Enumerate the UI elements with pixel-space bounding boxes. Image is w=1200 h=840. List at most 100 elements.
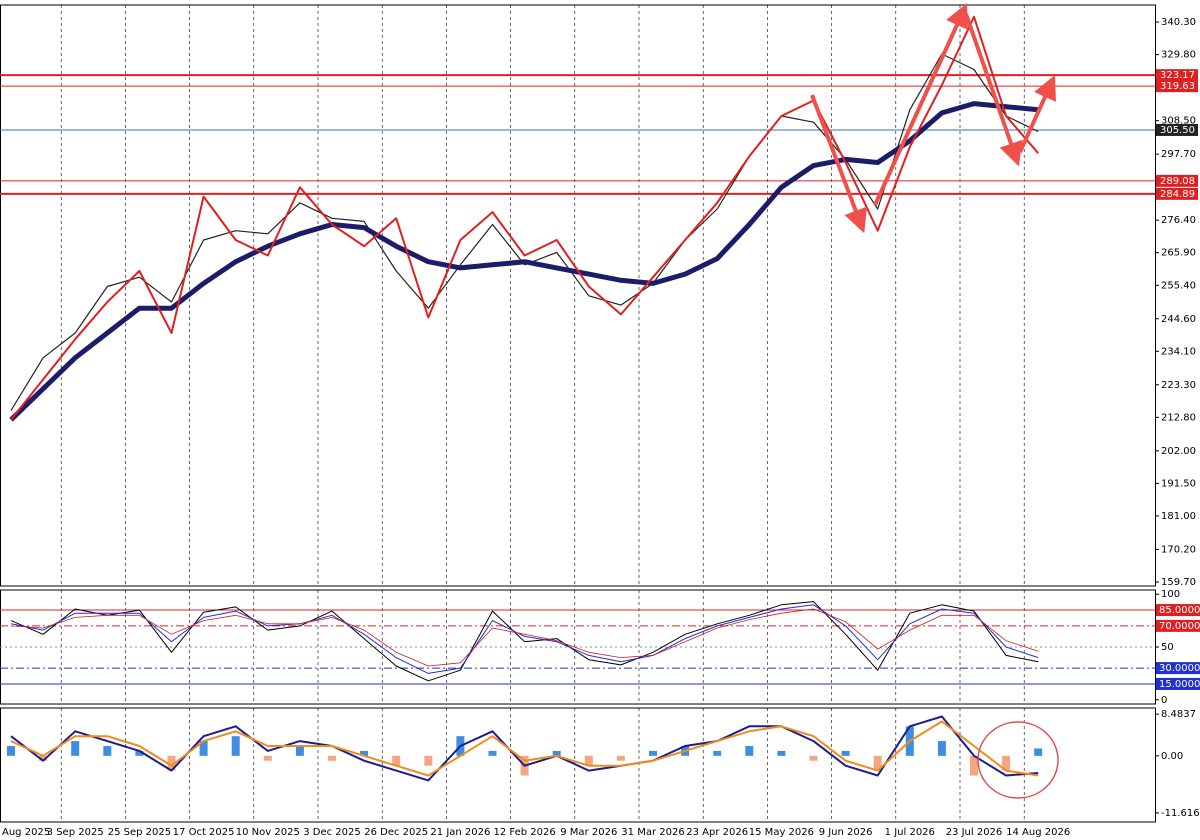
y-tick-label: -11.6164 bbox=[1161, 808, 1200, 819]
annotation-arrow bbox=[964, 13, 1023, 167]
series-line bbox=[10, 53, 1039, 411]
histogram-bar bbox=[584, 755, 593, 766]
series-line bbox=[10, 715, 1039, 782]
series-line bbox=[10, 608, 1039, 667]
level-tag bbox=[1156, 80, 1198, 93]
x-tick-label: 31 Mar 2026 bbox=[621, 827, 684, 838]
panel-frame bbox=[0, 4, 1156, 587]
level-tag bbox=[1156, 662, 1200, 675]
histogram-bar bbox=[873, 755, 882, 771]
y-tick-label: 85.0000 bbox=[1159, 605, 1200, 616]
x-tick-label: 21 Jan 2026 bbox=[430, 827, 490, 838]
x-tick-label: 1 Jul 2026 bbox=[885, 827, 935, 838]
y-tick-label: 8.4837 bbox=[1161, 709, 1196, 720]
price-tag bbox=[1156, 123, 1198, 136]
y-tick-label: 202.00 bbox=[1161, 446, 1196, 457]
histogram-bar bbox=[39, 755, 48, 761]
y-tick-label: 297.70 bbox=[1161, 149, 1196, 160]
histogram-bar bbox=[199, 741, 208, 756]
series-line bbox=[9, 101, 1039, 422]
histogram-bar bbox=[937, 741, 946, 756]
x-tick-label: 14 Aug 2026 bbox=[1006, 827, 1070, 838]
y-tick-label: 159.70 bbox=[1161, 577, 1196, 588]
y-tick-label: 15.0000 bbox=[1159, 679, 1200, 690]
histogram-bar bbox=[231, 736, 240, 756]
panel-frame bbox=[0, 707, 1156, 823]
histogram-bar bbox=[360, 750, 369, 756]
y-tick-label: 100 bbox=[1161, 589, 1180, 600]
histogram-bar bbox=[424, 755, 433, 766]
x-tick-label: 23 Apr 2026 bbox=[686, 827, 748, 838]
level-tag bbox=[1156, 187, 1198, 200]
histogram-bar bbox=[970, 755, 978, 776]
y-tick-label: 191.50 bbox=[1161, 478, 1196, 489]
x-tick-label: 15 May 2026 bbox=[749, 827, 814, 838]
histogram-bar bbox=[135, 750, 144, 756]
y-tick-label: 308.50 bbox=[1161, 116, 1196, 127]
y-tick-label: 50 bbox=[1161, 642, 1174, 653]
histogram-bar bbox=[649, 750, 657, 756]
histogram-bar bbox=[552, 750, 561, 756]
x-tick-label: 17 Oct 2025 bbox=[173, 827, 235, 838]
level-label: 284.89 bbox=[1160, 189, 1195, 200]
histogram-bar bbox=[809, 755, 818, 761]
histogram-bar bbox=[295, 746, 304, 756]
y-tick-label: 70.0000 bbox=[1159, 621, 1200, 632]
histogram-bar bbox=[167, 755, 176, 771]
x-tick-label: Aug 2025 bbox=[2, 827, 50, 838]
y-tick-label: 329.80 bbox=[1161, 50, 1196, 61]
histogram-bar bbox=[7, 746, 15, 756]
series-line bbox=[10, 15, 1039, 421]
series-line bbox=[10, 720, 1039, 777]
histogram-bar bbox=[103, 746, 112, 756]
histogram-bar bbox=[488, 750, 497, 756]
y-tick-label: 170.20 bbox=[1161, 544, 1196, 555]
price-tag-label: 305.50 bbox=[1160, 125, 1195, 136]
level-label: 323.17 bbox=[1160, 70, 1195, 81]
histogram-bar bbox=[713, 750, 722, 756]
x-tick-label: 9 Mar 2026 bbox=[560, 827, 617, 838]
y-tick-label: 340.30 bbox=[1161, 17, 1196, 28]
histogram-bar bbox=[1034, 748, 1043, 756]
level-label: 319.63 bbox=[1160, 81, 1195, 92]
annotation-arrow bbox=[873, 3, 968, 206]
histogram-bar bbox=[1002, 755, 1011, 771]
y-tick-label: 212.80 bbox=[1161, 412, 1196, 423]
y-tick-label: 244.60 bbox=[1161, 314, 1196, 325]
annotation-arrow bbox=[1018, 75, 1056, 153]
series-line bbox=[10, 601, 1039, 682]
y-tick-label: 0.00 bbox=[1161, 751, 1183, 762]
x-tick-label: 3 Dec 2025 bbox=[303, 827, 361, 838]
series-line bbox=[10, 604, 1039, 674]
histogram-bar bbox=[328, 755, 336, 761]
y-tick-label: 234.10 bbox=[1161, 346, 1196, 357]
x-tick-label: 10 Nov 2025 bbox=[236, 827, 300, 838]
x-tick-label: 9 Jun 2026 bbox=[819, 827, 873, 838]
histogram-bar bbox=[71, 741, 80, 756]
y-tick-label: 223.30 bbox=[1161, 380, 1196, 391]
y-tick-label: 255.40 bbox=[1161, 280, 1196, 291]
y-tick-label: 30.0000 bbox=[1159, 663, 1200, 674]
histogram-bar bbox=[745, 746, 754, 756]
level-tag bbox=[1156, 604, 1200, 617]
x-tick-label: 12 Feb 2026 bbox=[493, 827, 555, 838]
histogram-bar bbox=[841, 750, 850, 756]
x-tick-label: 25 Sep 2025 bbox=[108, 827, 171, 838]
x-tick-label: 23 Jul 2026 bbox=[946, 827, 1003, 838]
level-tag bbox=[1156, 174, 1198, 187]
histogram-bar bbox=[263, 755, 272, 761]
y-tick-label: 276.40 bbox=[1161, 215, 1196, 226]
y-tick-label: 0 bbox=[1161, 695, 1167, 706]
y-tick-label: 181.00 bbox=[1161, 511, 1196, 522]
histogram-bar bbox=[392, 755, 401, 766]
y-tick-label: 265.90 bbox=[1161, 248, 1196, 259]
x-tick-label: 3 Sep 2025 bbox=[47, 827, 104, 838]
level-tag bbox=[1156, 619, 1200, 632]
level-tag bbox=[1156, 677, 1200, 690]
histogram-bar bbox=[777, 750, 786, 756]
annotation-arrow bbox=[810, 94, 867, 234]
histogram-bar bbox=[616, 755, 625, 761]
level-label: 289.08 bbox=[1160, 176, 1195, 187]
